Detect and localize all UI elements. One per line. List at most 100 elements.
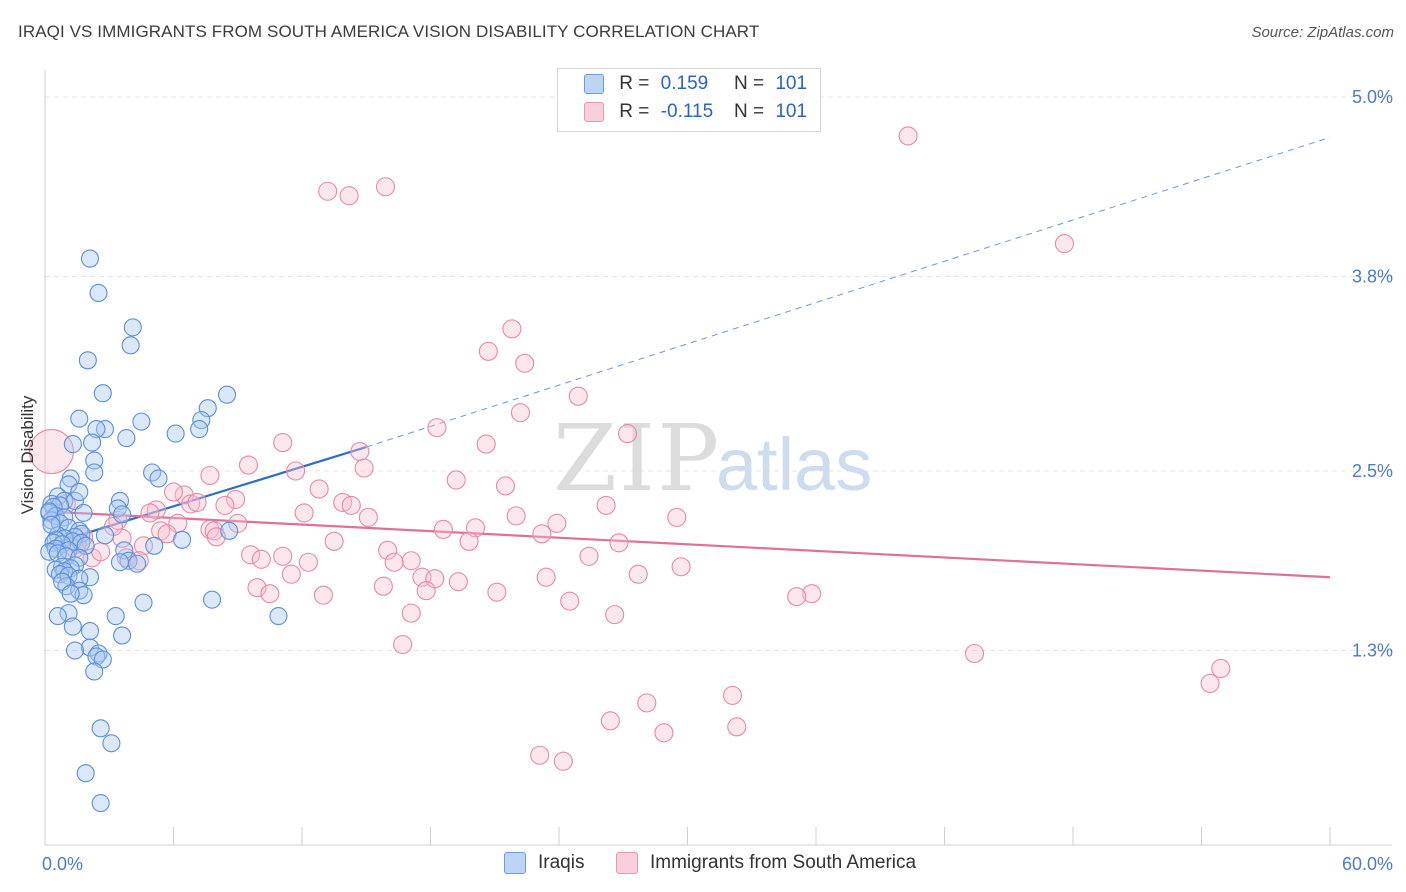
bottom-legend-label: Iraqis bbox=[538, 852, 585, 874]
iraqis-point bbox=[128, 554, 147, 573]
immigrants-point bbox=[251, 549, 271, 569]
iraqis-point bbox=[220, 521, 239, 540]
svg-text:atlas: atlas bbox=[716, 423, 872, 506]
immigrants-point bbox=[313, 585, 333, 605]
zipatlas-watermark: ZIP atlas bbox=[553, 405, 872, 512]
immigrants-point bbox=[238, 455, 259, 475]
bottom-legend-swatch-pink bbox=[616, 852, 638, 874]
immigrants-point bbox=[547, 513, 567, 533]
iraqis-point bbox=[269, 607, 288, 626]
iraqis-point bbox=[113, 505, 132, 524]
immigrants-point bbox=[446, 470, 466, 490]
immigrants-point bbox=[341, 495, 361, 515]
immigrants-point bbox=[226, 489, 246, 509]
immigrants-point bbox=[476, 434, 496, 454]
immigrants-point bbox=[215, 495, 235, 515]
iraqis-point bbox=[85, 662, 104, 681]
iraqis-point bbox=[115, 541, 134, 560]
immigrants-point bbox=[373, 576, 393, 596]
immigrants-point bbox=[273, 546, 293, 566]
iraqis-point bbox=[121, 336, 140, 355]
iraqis-point bbox=[190, 420, 209, 439]
immigrants-point bbox=[495, 476, 516, 496]
source-credit: Source: ZipAtlas.com bbox=[1251, 24, 1394, 41]
immigrants-point bbox=[384, 552, 404, 572]
legend-row-immigrants: R = -0.115 N = 101 bbox=[584, 101, 807, 127]
immigrants-point bbox=[200, 465, 220, 486]
iraqis-point bbox=[102, 734, 121, 753]
immigrants-point bbox=[427, 418, 447, 438]
immigrants-point bbox=[536, 567, 556, 587]
iraqis-point bbox=[173, 530, 192, 549]
x-tick-label-max: 60.0% bbox=[1342, 854, 1393, 874]
immigrants-point bbox=[358, 507, 378, 527]
immigrants-point bbox=[605, 605, 625, 625]
iraqis-point bbox=[80, 622, 100, 641]
legend-n-value: 101 bbox=[775, 101, 808, 122]
chart-title: IRAQI VS IMMIGRANTS FROM SOUTH AMERICA V… bbox=[18, 22, 760, 41]
immigrants-point bbox=[510, 403, 531, 423]
immigrants-point bbox=[530, 745, 550, 765]
immigrants-point bbox=[609, 533, 629, 553]
iraqis-point bbox=[91, 794, 110, 813]
svg-text:ZIP: ZIP bbox=[553, 405, 721, 512]
iraqis-point bbox=[149, 469, 168, 488]
y-axis-label: Vision Disability bbox=[18, 395, 37, 514]
y-tick-label: 3.8% bbox=[1352, 267, 1393, 287]
immigrants-point bbox=[667, 507, 687, 527]
immigrants-point bbox=[671, 557, 691, 577]
iraqis-point bbox=[40, 502, 59, 521]
iraqis-point bbox=[78, 351, 97, 370]
immigrants-point bbox=[140, 503, 160, 523]
iraqis-point bbox=[134, 593, 153, 612]
immigrants-point bbox=[459, 531, 479, 551]
legend-n-value: 101 bbox=[775, 73, 808, 94]
iraqis-point bbox=[42, 515, 61, 534]
immigrants-point bbox=[727, 717, 747, 737]
immigrants-point bbox=[354, 458, 374, 478]
immigrants-point bbox=[294, 503, 314, 523]
immigrants-point bbox=[515, 353, 535, 373]
iraqis-point bbox=[76, 764, 95, 783]
immigrants-trend-line bbox=[44, 510, 1331, 579]
iraqis-point bbox=[113, 626, 132, 645]
iraqis-point bbox=[93, 384, 112, 403]
iraqis-point bbox=[117, 429, 136, 448]
immigrants-point bbox=[324, 531, 344, 551]
stats-legend: R = 0.159 N = 101 R = -0.115 N = 101 bbox=[557, 68, 821, 132]
legend-r-label: R = bbox=[619, 73, 650, 94]
iraqis-trend-extension bbox=[366, 136, 1331, 448]
immigrants-point bbox=[787, 587, 807, 607]
immigrants-point bbox=[617, 424, 638, 444]
immigrants-point bbox=[309, 479, 329, 499]
y-tick-label: 5.0% bbox=[1352, 87, 1393, 107]
immigrants-point bbox=[163, 482, 184, 502]
immigrants-point bbox=[448, 572, 468, 592]
immigrants-point bbox=[722, 685, 743, 705]
immigrants-point bbox=[596, 495, 616, 515]
iraqis-point bbox=[110, 553, 130, 572]
immigrants-point bbox=[560, 591, 580, 611]
legend-row-iraqis: R = 0.159 N = 101 bbox=[584, 73, 807, 99]
legend-r-value: -0.115 bbox=[660, 101, 714, 122]
bottom-legend-iraqis: Iraqis bbox=[504, 852, 584, 874]
iraqis-point bbox=[106, 607, 125, 626]
immigrants-point bbox=[129, 551, 149, 571]
immigrants-point bbox=[1211, 658, 1231, 679]
immigrants-point bbox=[273, 433, 293, 453]
immigrants-point bbox=[478, 341, 498, 361]
iraqis-point bbox=[217, 385, 237, 404]
immigrants-point bbox=[637, 693, 657, 713]
immigrants-point bbox=[260, 584, 280, 604]
immigrants-point bbox=[898, 126, 918, 146]
iraqis-point bbox=[74, 503, 93, 522]
immigrants-point bbox=[401, 603, 421, 623]
immigrants-point bbox=[553, 751, 573, 771]
immigrants-point bbox=[487, 582, 507, 602]
y-tick-label: 1.3% bbox=[1352, 641, 1393, 661]
immigrants-point bbox=[378, 540, 398, 560]
immigrants-point bbox=[1200, 673, 1220, 693]
bottom-legend-immigrants: Immigrants from South America bbox=[616, 852, 916, 874]
iraqis-point bbox=[87, 420, 106, 439]
immigrants-point bbox=[506, 506, 526, 526]
